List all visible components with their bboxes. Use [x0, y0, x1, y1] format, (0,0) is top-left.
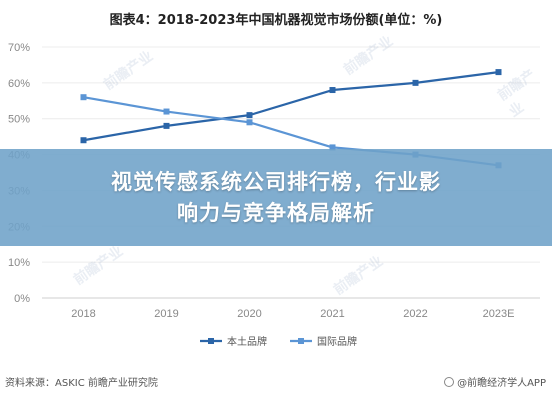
y-tick-label: 70%	[8, 42, 30, 54]
brand-credit-text: @前瞻经济学人APP	[457, 378, 546, 389]
legend-label: 本土品牌	[227, 335, 267, 348]
brand-credit: @前瞻经济学人APP	[444, 374, 546, 389]
overlay-headline-line-1: 视觉传感系统公司排行榜，行业影	[111, 169, 441, 194]
x-axis-ticks: 2018 2019 2020 2021 2022 2023E	[71, 308, 514, 320]
x-tick-label: 2018	[71, 308, 95, 320]
data-point	[329, 144, 336, 151]
data-point	[495, 69, 502, 76]
title-overlay-banner: 视觉传感系统公司排行榜，行业影 响力与竞争格局解析	[0, 149, 552, 246]
y-tick-label: 0%	[14, 293, 30, 305]
chart-title: 图表4：2018-2023年中国机器视觉市场份额(单位：%)	[109, 13, 443, 28]
data-point	[163, 122, 170, 129]
data-point	[246, 119, 253, 126]
data-point	[246, 112, 253, 119]
x-tick-label: 2023E	[483, 308, 515, 320]
y-tick-label: 60%	[8, 78, 30, 90]
x-tick-label: 2020	[237, 308, 261, 320]
source-note: 资料来源：ASKIC 前瞻产业研究院	[5, 378, 158, 389]
overlay-headline-line-2: 响力与竞争格局解析	[177, 200, 375, 225]
data-point	[329, 87, 336, 94]
series-line-1	[83, 71, 499, 142]
data-point	[412, 79, 419, 86]
legend-swatch-marker	[208, 338, 214, 344]
legend-label: 国际品牌	[317, 335, 357, 348]
data-point	[80, 94, 87, 101]
data-point	[163, 108, 170, 115]
x-tick-label: 2022	[403, 308, 427, 320]
brand-logo-icon	[444, 376, 455, 387]
legend-swatch-marker	[298, 338, 304, 344]
x-tick-label: 2021	[320, 308, 344, 320]
y-tick-label: 50%	[8, 114, 30, 126]
data-point	[80, 137, 87, 144]
x-tick-label: 2019	[154, 308, 178, 320]
y-tick-label: 10%	[8, 257, 30, 269]
legend: 本土品牌 国际品牌	[200, 335, 357, 348]
